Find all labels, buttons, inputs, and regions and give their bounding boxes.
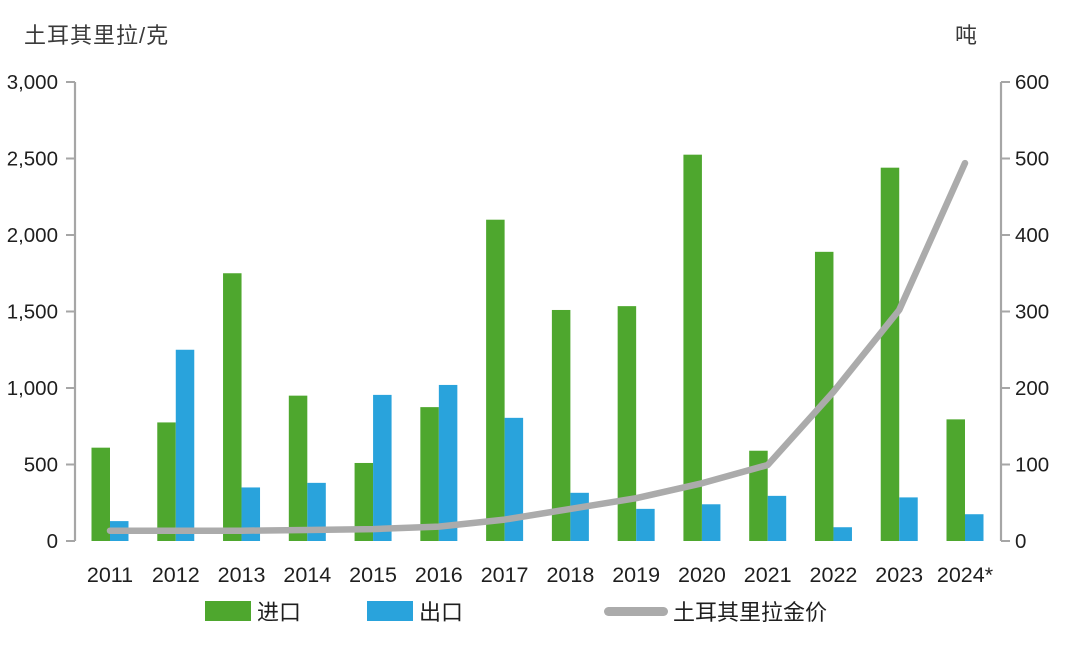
gold-price-line [106, 159, 969, 534]
bar-import-2011 [91, 447, 110, 541]
left-axis-tick-label: 2,000 [7, 224, 58, 247]
year-label: 2016 [415, 563, 463, 587]
bar-export-2018 [570, 492, 589, 541]
year-label: 2012 [152, 563, 200, 587]
right-axis-tick-label: 400 [1015, 224, 1049, 247]
legend-label-gold-price: 土耳其里拉金价 [673, 600, 828, 625]
left-axis-tick-label: 3,000 [7, 71, 58, 94]
year-label: 2015 [349, 563, 397, 587]
bar-import-2024* [946, 419, 965, 541]
legend-item-imports: 进口 [205, 598, 302, 625]
chart-legend: 进口 出口 土耳其里拉金价 [0, 598, 1080, 632]
legend-label-exports: 出口 [419, 600, 464, 625]
bar-import-2017 [486, 219, 505, 541]
legend-item-gold-price: 土耳其里拉金价 [604, 598, 828, 625]
bar-import-2016 [420, 407, 439, 541]
year-label: 2017 [481, 563, 529, 587]
bar-export-2021 [767, 495, 787, 541]
bar-import-2019 [617, 306, 637, 541]
right-axis-title: 吨 [955, 23, 979, 48]
bar-export-2012 [175, 349, 195, 541]
left-axis-tick-label: 1,500 [7, 301, 58, 324]
bar-import-2015 [354, 462, 374, 541]
right-axis-tick-label: 300 [1015, 301, 1049, 324]
bar-export-2016 [438, 384, 458, 541]
bar-import-2014 [288, 395, 308, 541]
bar-import-2013 [223, 273, 242, 541]
bar-export-2015 [373, 394, 392, 541]
left-axis-tick-label: 2,500 [7, 148, 58, 171]
year-label: 2023 [875, 563, 923, 587]
bar-export-2023 [899, 497, 918, 541]
legend-item-exports: 出口 [367, 598, 464, 625]
bar-import-2018 [551, 309, 571, 541]
legend-label-imports: 进口 [257, 600, 302, 625]
right-axis-tick-label: 200 [1015, 377, 1049, 400]
bar-export-2019 [636, 508, 655, 541]
right-axis-tick-label: 500 [1015, 148, 1049, 171]
year-label: 2019 [612, 563, 660, 587]
year-label: 2020 [678, 563, 726, 587]
imports-swatch-icon [205, 601, 251, 621]
year-label: 2021 [744, 563, 792, 587]
gold-price-line-icon [604, 606, 668, 616]
right-axis-tick-label: 600 [1015, 71, 1049, 94]
exports-swatch-icon [367, 601, 413, 621]
bar-import-2021 [749, 450, 768, 541]
year-label: 2011 [87, 563, 133, 587]
left-axis-tick-label: 500 [24, 454, 58, 477]
bar-export-2014 [307, 482, 326, 541]
year-label: 2013 [218, 563, 266, 587]
bar-import-2020 [683, 154, 702, 542]
bar-import-2023 [880, 167, 900, 541]
year-label: 2022 [810, 563, 858, 587]
bar-export-2020 [701, 504, 721, 541]
bar-export-2024* [965, 514, 984, 541]
bar-import-2022 [814, 251, 834, 541]
right-axis-tick-label: 0 [1015, 530, 1026, 553]
bar-export-2017 [504, 417, 524, 541]
left-axis-title: 土耳其里拉/克 [24, 23, 170, 48]
right-axis-tick-label: 100 [1015, 454, 1049, 477]
year-label: 2024* [937, 563, 994, 587]
bar-export-2022 [833, 527, 852, 541]
year-label: 2018 [546, 563, 594, 587]
year-label: 2014 [283, 563, 331, 587]
left-axis-tick-label: 1,000 [7, 377, 58, 400]
left-axis-tick-label: 0 [47, 530, 58, 553]
bar-import-2012 [157, 422, 176, 541]
